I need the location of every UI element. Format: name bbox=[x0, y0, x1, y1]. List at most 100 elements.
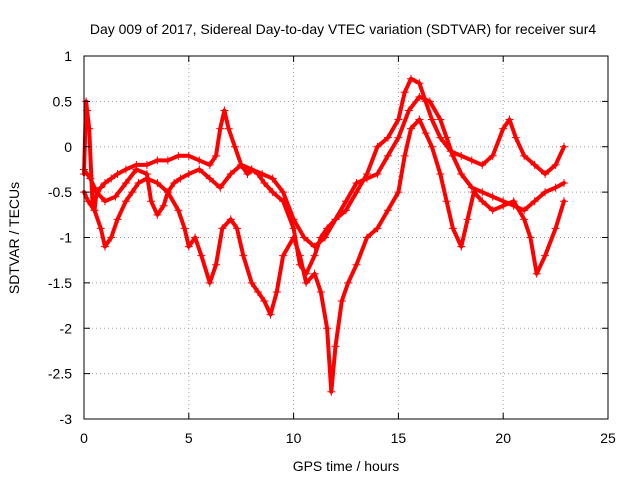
data-point bbox=[394, 133, 403, 142]
data-point bbox=[415, 79, 424, 88]
data-point bbox=[342, 197, 350, 206]
data-point bbox=[268, 174, 277, 183]
data-point bbox=[142, 160, 151, 169]
data-point bbox=[463, 215, 472, 224]
data-point bbox=[478, 188, 487, 197]
data-point bbox=[383, 151, 392, 160]
data-point bbox=[373, 142, 382, 151]
data-point bbox=[505, 115, 514, 124]
series-line bbox=[82, 94, 566, 249]
data-point bbox=[111, 192, 120, 201]
data-point bbox=[195, 165, 204, 174]
data-point bbox=[344, 278, 353, 287]
data-point bbox=[113, 169, 122, 178]
data-point bbox=[488, 151, 497, 160]
data-point bbox=[520, 215, 529, 224]
data-point bbox=[184, 151, 193, 160]
data-point bbox=[352, 260, 361, 269]
data-point bbox=[134, 179, 143, 188]
data-point bbox=[541, 188, 550, 197]
data-point bbox=[260, 179, 269, 188]
data-point bbox=[559, 179, 568, 188]
x-tick-label: 20 bbox=[495, 430, 511, 446]
data-point bbox=[260, 297, 269, 306]
data-point bbox=[511, 133, 520, 142]
data-point bbox=[310, 242, 319, 251]
data-point bbox=[362, 174, 371, 183]
data-point bbox=[425, 97, 434, 106]
data-point bbox=[442, 133, 451, 142]
data-point bbox=[331, 215, 340, 224]
x-tick-label: 10 bbox=[286, 430, 302, 446]
data-point bbox=[415, 115, 424, 124]
data-point bbox=[295, 251, 304, 260]
data-point bbox=[233, 224, 242, 233]
data-point bbox=[400, 151, 409, 160]
data-point bbox=[107, 174, 116, 183]
data-point bbox=[96, 183, 105, 192]
data-point bbox=[499, 197, 508, 206]
data-point bbox=[310, 251, 319, 260]
data-point bbox=[100, 179, 109, 188]
data-point bbox=[373, 169, 382, 178]
data-point bbox=[220, 106, 229, 115]
data-point bbox=[352, 179, 361, 188]
data-point bbox=[132, 165, 141, 174]
data-point bbox=[224, 124, 233, 133]
data-point bbox=[394, 115, 403, 124]
data-point bbox=[85, 124, 94, 133]
data-point bbox=[107, 233, 116, 242]
data-point bbox=[383, 206, 392, 215]
data-point bbox=[163, 188, 172, 197]
data-point bbox=[86, 174, 95, 183]
x-tick-label: 0 bbox=[80, 430, 88, 446]
data-point bbox=[121, 179, 130, 188]
data-point bbox=[100, 197, 109, 206]
x-tick-label: 5 bbox=[185, 430, 193, 446]
data-point bbox=[448, 151, 457, 160]
data-point bbox=[352, 188, 361, 197]
data-point bbox=[427, 142, 436, 151]
data-point bbox=[247, 278, 256, 287]
data-point bbox=[541, 169, 550, 178]
data-point bbox=[559, 197, 568, 206]
data-point bbox=[226, 169, 235, 178]
data-point bbox=[212, 260, 221, 269]
data-point bbox=[159, 201, 168, 210]
y-axis-label: SDTVAR / TECUs bbox=[6, 182, 22, 294]
data-point bbox=[195, 156, 204, 165]
data-point bbox=[84, 197, 93, 206]
data-point bbox=[170, 179, 179, 188]
data-point bbox=[467, 183, 476, 192]
data-point bbox=[184, 242, 193, 251]
data-point bbox=[163, 156, 172, 165]
data-point bbox=[442, 197, 451, 206]
data-point bbox=[559, 142, 568, 151]
data-point bbox=[526, 233, 535, 242]
data-point bbox=[530, 197, 539, 206]
data-point bbox=[532, 269, 541, 278]
data-point bbox=[436, 115, 445, 124]
data-point bbox=[323, 324, 332, 333]
data-point bbox=[302, 278, 311, 287]
data-point bbox=[258, 169, 267, 178]
data-point bbox=[530, 160, 539, 169]
data-point bbox=[153, 210, 162, 219]
data-point bbox=[216, 124, 225, 133]
data-point bbox=[551, 183, 560, 192]
data-point bbox=[153, 156, 162, 165]
data-point bbox=[205, 174, 214, 183]
data-point bbox=[205, 278, 214, 287]
data-point bbox=[180, 224, 189, 233]
data-point bbox=[279, 188, 288, 197]
data-point bbox=[415, 92, 424, 101]
data-point bbox=[289, 224, 298, 233]
data-point bbox=[226, 215, 235, 224]
data-point bbox=[478, 160, 487, 169]
data-point bbox=[394, 188, 403, 197]
data-point bbox=[147, 197, 156, 206]
data-point bbox=[488, 192, 497, 201]
data-point bbox=[327, 387, 336, 396]
data-point bbox=[253, 287, 262, 296]
data-point bbox=[212, 151, 221, 160]
